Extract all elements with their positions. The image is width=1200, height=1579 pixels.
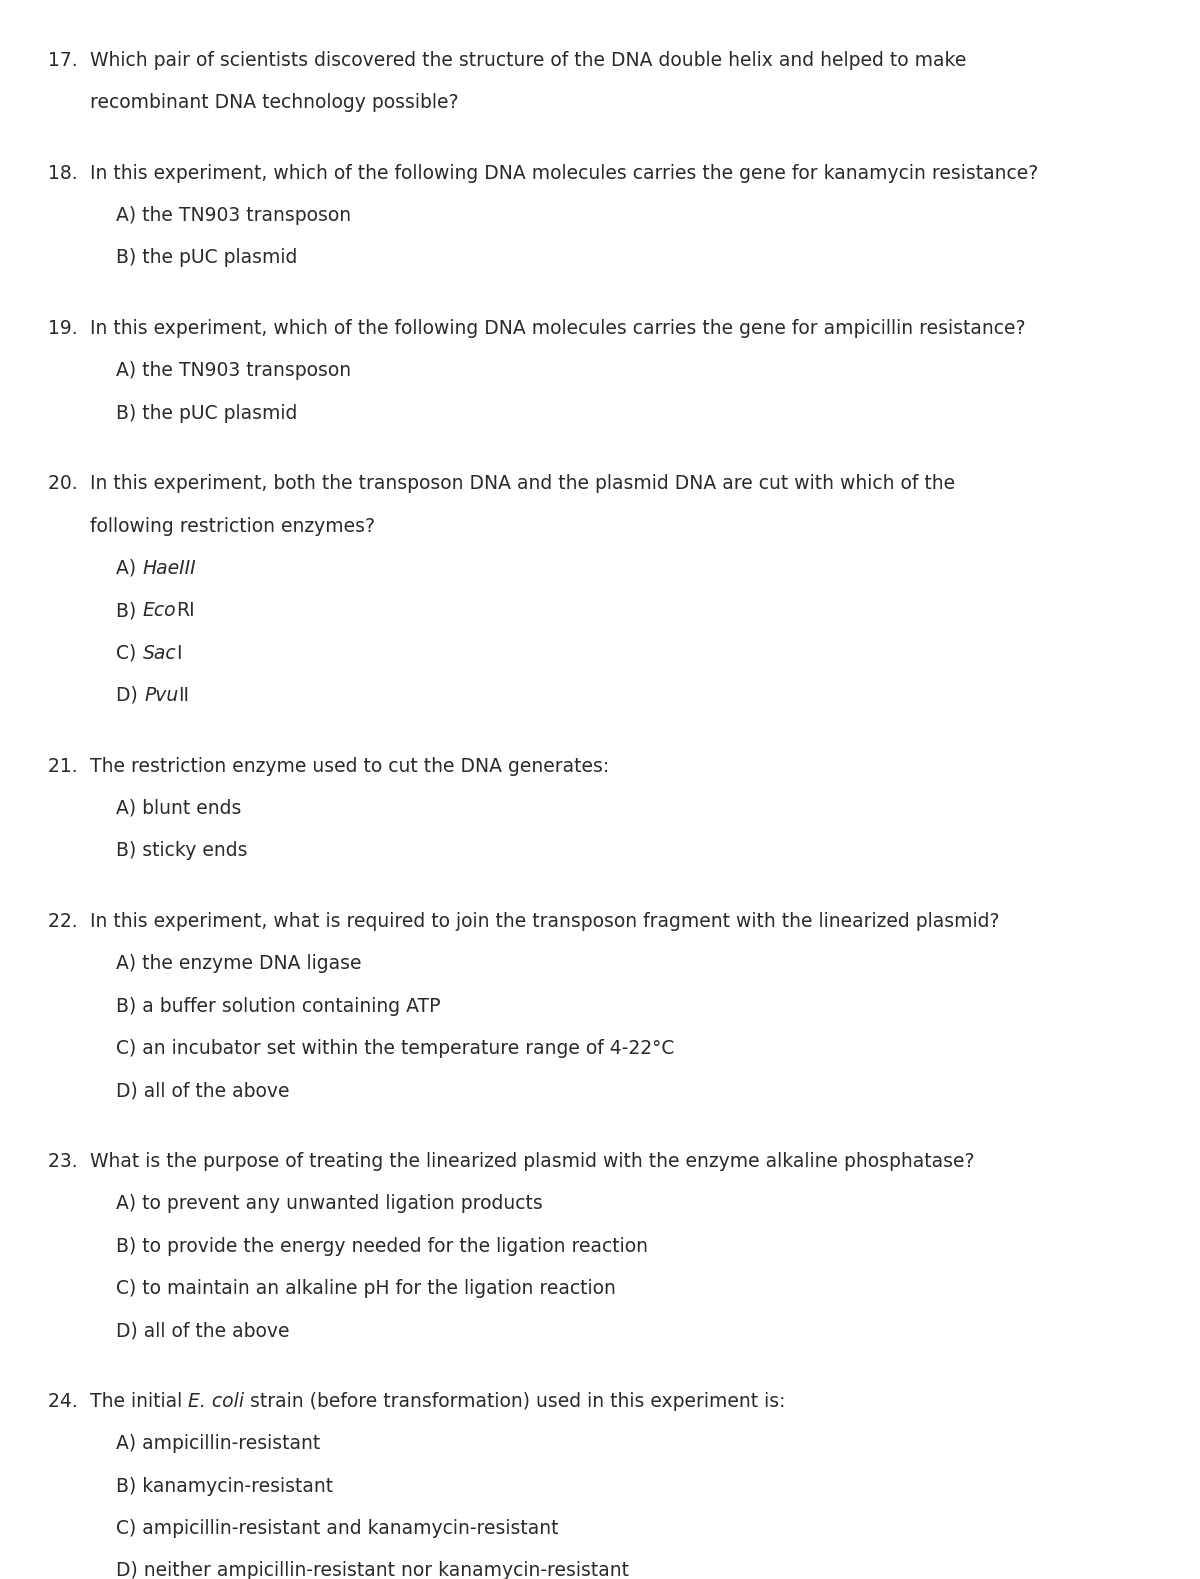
Text: 23.: 23. — [48, 1153, 84, 1172]
Text: A) the TN903 transposon: A) the TN903 transposon — [116, 362, 352, 381]
Text: B) sticky ends: B) sticky ends — [116, 842, 248, 861]
Text: In this experiment, both the transposon DNA and the plasmid DNA are cut with whi: In this experiment, both the transposon … — [90, 474, 955, 493]
Text: B) the pUC plasmid: B) the pUC plasmid — [116, 248, 298, 267]
Text: B) a buffer solution containing ATP: B) a buffer solution containing ATP — [116, 996, 440, 1015]
Text: In this experiment, what is required to join the transposon fragment with the li: In this experiment, what is required to … — [90, 913, 1000, 932]
Text: 21.: 21. — [48, 756, 84, 775]
Text: 19.: 19. — [48, 319, 84, 338]
Text: The initial: The initial — [90, 1393, 188, 1412]
Text: strain (before transformation) used in this experiment is:: strain (before transformation) used in t… — [245, 1393, 786, 1412]
Text: A) ampicillin-resistant: A) ampicillin-resistant — [116, 1434, 320, 1453]
Text: C) ampicillin-resistant and kanamycin-resistant: C) ampicillin-resistant and kanamycin-re… — [116, 1519, 559, 1538]
Text: RI: RI — [176, 602, 194, 621]
Text: following restriction enzymes?: following restriction enzymes? — [90, 516, 374, 535]
Text: I: I — [176, 644, 181, 663]
Text: B) the pUC plasmid: B) the pUC plasmid — [116, 404, 298, 423]
Text: B) kanamycin-resistant: B) kanamycin-resistant — [116, 1476, 334, 1495]
Text: 24.: 24. — [48, 1393, 84, 1412]
Text: A) the enzyme DNA ligase: A) the enzyme DNA ligase — [116, 954, 362, 973]
Text: In this experiment, which of the following DNA molecules carries the gene for am: In this experiment, which of the followi… — [90, 319, 1026, 338]
Text: D) all of the above: D) all of the above — [116, 1082, 290, 1101]
Text: A): A) — [116, 559, 143, 578]
Text: 18.: 18. — [48, 164, 84, 183]
Text: A) to prevent any unwanted ligation products: A) to prevent any unwanted ligation prod… — [116, 1194, 544, 1213]
Text: A) the TN903 transposon: A) the TN903 transposon — [116, 205, 352, 224]
Text: The restriction enzyme used to cut the DNA generates:: The restriction enzyme used to cut the D… — [90, 756, 610, 775]
Text: C): C) — [116, 644, 143, 663]
Text: Which pair of scientists discovered the structure of the DNA double helix and he: Which pair of scientists discovered the … — [90, 51, 966, 69]
Text: E. coli: E. coli — [188, 1393, 245, 1412]
Text: What is the purpose of treating the linearized plasmid with the enzyme alkaline : What is the purpose of treating the line… — [90, 1153, 974, 1172]
Text: C) an incubator set within the temperature range of 4-22°C: C) an incubator set within the temperatu… — [116, 1039, 674, 1058]
Text: C) to maintain an alkaline pH for the ligation reaction: C) to maintain an alkaline pH for the li… — [116, 1279, 617, 1298]
Text: Eco: Eco — [143, 602, 176, 621]
Text: 20.: 20. — [48, 474, 84, 493]
Text: 17.: 17. — [48, 51, 84, 69]
Text: HaeIII: HaeIII — [143, 559, 196, 578]
Text: D) neither ampicillin-resistant nor kanamycin-resistant: D) neither ampicillin-resistant nor kana… — [116, 1562, 629, 1579]
Text: A) blunt ends: A) blunt ends — [116, 799, 241, 818]
Text: In this experiment, which of the following DNA molecules carries the gene for ka: In this experiment, which of the followi… — [90, 164, 1038, 183]
Text: recombinant DNA technology possible?: recombinant DNA technology possible? — [90, 93, 458, 112]
Text: D): D) — [116, 685, 144, 704]
Text: B): B) — [116, 602, 143, 621]
Text: Sac: Sac — [143, 644, 176, 663]
Text: 22.: 22. — [48, 913, 84, 932]
Text: Pvu: Pvu — [144, 685, 179, 704]
Text: D) all of the above: D) all of the above — [116, 1322, 290, 1341]
Text: B) to provide the energy needed for the ligation reaction: B) to provide the energy needed for the … — [116, 1236, 648, 1255]
Text: II: II — [179, 685, 190, 704]
